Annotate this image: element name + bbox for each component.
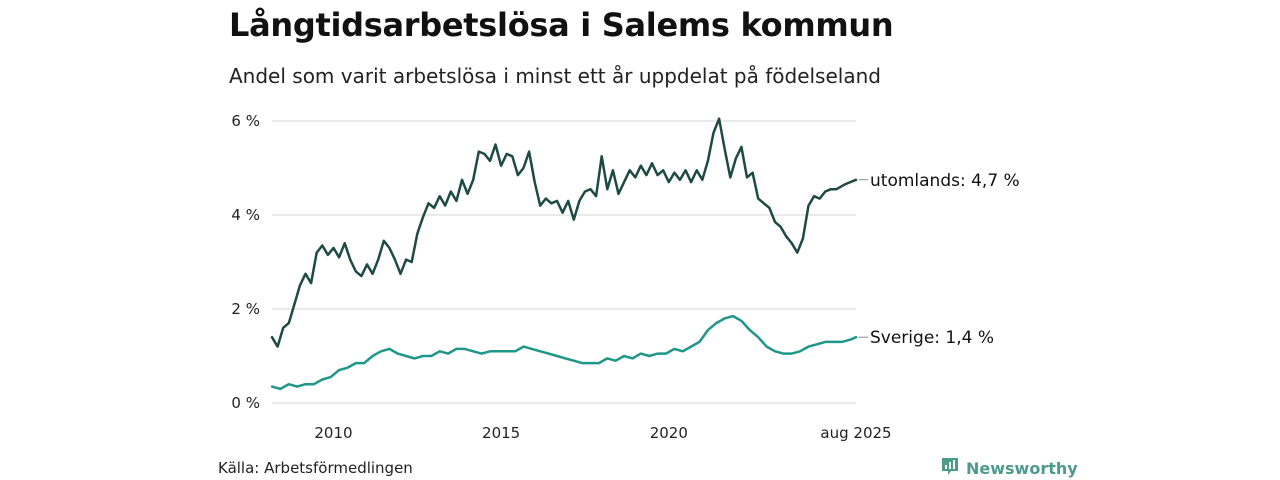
source-note: Källa: Arbetsförmedlingen (218, 459, 413, 477)
x-tick-label: aug 2025 (820, 424, 891, 442)
x-tick-label: 2010 (314, 424, 352, 442)
series-lines (270, 117, 858, 391)
x-axis: 2010 2015 2020 aug 2025 (314, 424, 891, 442)
chart-title: Långtidsarbetslösa i Salems kommun (229, 6, 894, 44)
x-tick-label: 2020 (650, 424, 688, 442)
y-tick-label: 2 % (231, 300, 260, 318)
series-end-labels: utomlands: 4,7 % Sverige: 1,4 % (859, 171, 1020, 348)
y-tick-label: 6 % (231, 112, 260, 130)
y-axis: 0 % 2 % 4 % 6 % (231, 112, 260, 412)
chart-subtitle: Andel som varit arbetslösa i minst ett å… (229, 64, 881, 88)
bar-chart-logo-icon (940, 456, 960, 480)
y-tick-label: 4 % (231, 206, 260, 224)
brand-name: Newsworthy (966, 458, 1078, 478)
series-end-label: Sverige: 1,4 % (870, 328, 994, 348)
series-line-sverige (270, 314, 858, 391)
x-tick-label: 2015 (482, 424, 520, 442)
series-end-label: utomlands: 4,7 % (870, 171, 1020, 191)
y-tick-label: 0 % (231, 394, 260, 412)
gridlines (272, 120, 856, 404)
series-line-utomlands (270, 117, 858, 348)
brand-logo[interactable]: Newsworthy (940, 456, 1078, 480)
